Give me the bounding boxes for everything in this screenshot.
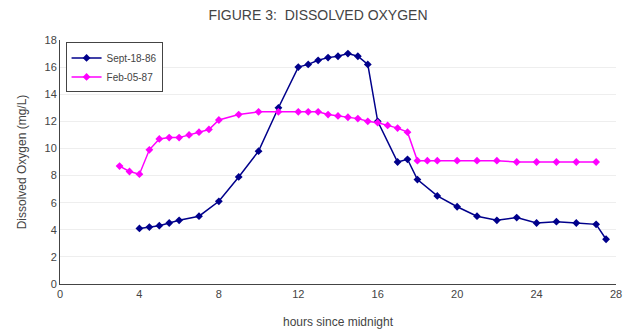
svg-text:14: 14 — [45, 88, 57, 100]
svg-text:20: 20 — [451, 288, 463, 300]
svg-text:16: 16 — [372, 288, 384, 300]
svg-text:12: 12 — [292, 288, 304, 300]
svg-text:24: 24 — [530, 288, 542, 300]
svg-text:2: 2 — [51, 251, 57, 263]
svg-text:Feb-05-87: Feb-05-87 — [107, 72, 154, 83]
svg-text:0: 0 — [51, 278, 57, 290]
svg-text:6: 6 — [51, 197, 57, 209]
svg-text:16: 16 — [45, 61, 57, 73]
svg-text:4: 4 — [136, 288, 142, 300]
svg-text:hours since midnight: hours since midnight — [283, 315, 394, 329]
svg-text:0: 0 — [57, 288, 63, 300]
svg-text:8: 8 — [216, 288, 222, 300]
svg-text:8: 8 — [51, 169, 57, 181]
svg-text:10: 10 — [45, 142, 57, 154]
svg-text:4: 4 — [51, 224, 57, 236]
svg-text:18: 18 — [45, 34, 57, 46]
svg-text:Sept-18-86: Sept-18-86 — [107, 53, 157, 64]
svg-text:Dissolved Oxygen (mg/L): Dissolved Oxygen (mg/L) — [15, 95, 29, 230]
svg-text:FIGURE 3: DISSOLVED OXYGEN: FIGURE 3: DISSOLVED OXYGEN — [208, 7, 427, 23]
svg-text:28: 28 — [610, 288, 622, 300]
svg-text:12: 12 — [45, 115, 57, 127]
